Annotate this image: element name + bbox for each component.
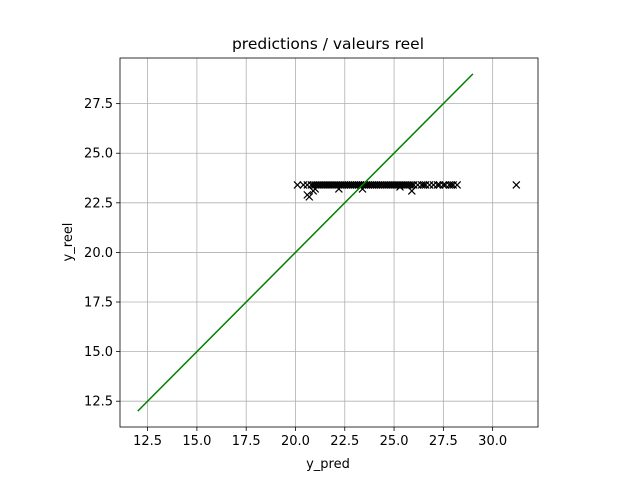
scatter-point bbox=[439, 181, 448, 189]
plot-frame bbox=[119, 57, 539, 428]
scatter-point-stroke bbox=[311, 185, 320, 193]
y-tick-label: 22.5 bbox=[84, 196, 113, 211]
scatter-point bbox=[396, 183, 404, 191]
scatter-point-stroke bbox=[453, 181, 462, 189]
series-layer bbox=[137, 73, 521, 412]
x-tick-label: 27.5 bbox=[429, 434, 458, 449]
scatter-point-stroke bbox=[407, 186, 416, 195]
x-axis-label: y_pred bbox=[306, 457, 350, 472]
scatter-point bbox=[407, 186, 416, 195]
scatter-point bbox=[419, 181, 428, 189]
x-tick-label: 20.0 bbox=[281, 434, 310, 449]
scatter-point-stroke bbox=[433, 181, 442, 189]
x-tick-label: 22.5 bbox=[330, 434, 359, 449]
y-tick-label: 25.0 bbox=[84, 147, 113, 162]
axes-frame bbox=[119, 57, 539, 428]
scatter-point-stroke bbox=[512, 181, 521, 189]
scatter-point bbox=[433, 181, 442, 189]
y-tick-label: 12.5 bbox=[84, 395, 113, 410]
x-tick-label: 12.5 bbox=[133, 434, 162, 449]
scatter-point-stroke bbox=[305, 192, 314, 201]
scatter-point bbox=[293, 181, 302, 189]
chart-title: predictions / valeurs reel bbox=[232, 35, 424, 53]
x-tick-label: 30.0 bbox=[478, 434, 507, 449]
scatter-point bbox=[447, 181, 456, 189]
scatter-point-stroke bbox=[419, 181, 428, 189]
grid-lines bbox=[120, 58, 538, 427]
scatter-point-stroke bbox=[334, 185, 343, 193]
scatter-point bbox=[305, 192, 314, 201]
scatter-point-stroke bbox=[396, 183, 404, 191]
y-tick-label: 17.5 bbox=[84, 296, 113, 311]
scatter-point-stroke bbox=[439, 181, 448, 189]
scatter-point bbox=[407, 181, 416, 189]
x-tick-label: 15.0 bbox=[182, 434, 211, 449]
scatter-point bbox=[512, 181, 521, 189]
scatter-point-stroke bbox=[407, 181, 416, 189]
y-axis-label: y_reel bbox=[61, 223, 76, 262]
y-tick-label: 27.5 bbox=[84, 97, 113, 112]
scatter-point-stroke bbox=[293, 181, 302, 189]
scatter-point-stroke bbox=[447, 181, 456, 189]
x-tick-label: 25.0 bbox=[380, 434, 409, 449]
reference-line bbox=[137, 73, 474, 412]
y-tick-label: 20.0 bbox=[84, 246, 113, 261]
scatter-point bbox=[453, 181, 462, 189]
scatter-point bbox=[334, 185, 343, 193]
scatter-point-stroke bbox=[358, 185, 367, 193]
x-tick-label: 17.5 bbox=[232, 434, 261, 449]
scatter-point bbox=[311, 185, 320, 193]
y-tick-label: 15.0 bbox=[84, 345, 113, 360]
tick-marks: 12.5 15.0 17.5 20.0 22.5 25.0 27.5 30.0 12.5 15.0… bbox=[84, 97, 507, 449]
